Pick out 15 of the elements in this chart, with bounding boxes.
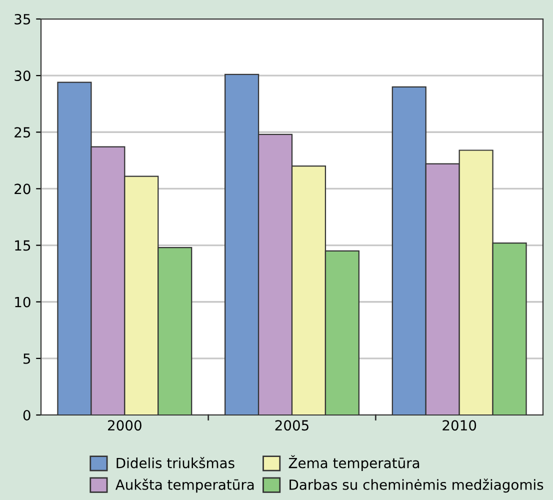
- y-tick-label: 0: [23, 410, 30, 420]
- y-tick-label: 15: [15, 240, 30, 251]
- y-tick-label: 10: [15, 296, 30, 308]
- x-tick-label: 2010: [442, 420, 476, 431]
- y-tick-label: 25: [14, 127, 30, 138]
- y-tick-label: 30: [14, 70, 30, 82]
- legend-label: Aukšta temperatūra: [115, 478, 254, 493]
- legend-label: Darbas su cheminėmis medžiagomis: [290, 478, 544, 493]
- y-tick-label: 5: [24, 354, 30, 364]
- x-tick-label: 2005: [275, 420, 308, 431]
- y-tick-label: 35: [14, 14, 30, 24]
- legend-label: Didelis triukšmas: [116, 456, 234, 468]
- y-tick-label: 20: [14, 184, 30, 194]
- x-tick-label: 2000: [108, 420, 142, 431]
- legend-label: Žema temperatūra: [288, 455, 420, 471]
